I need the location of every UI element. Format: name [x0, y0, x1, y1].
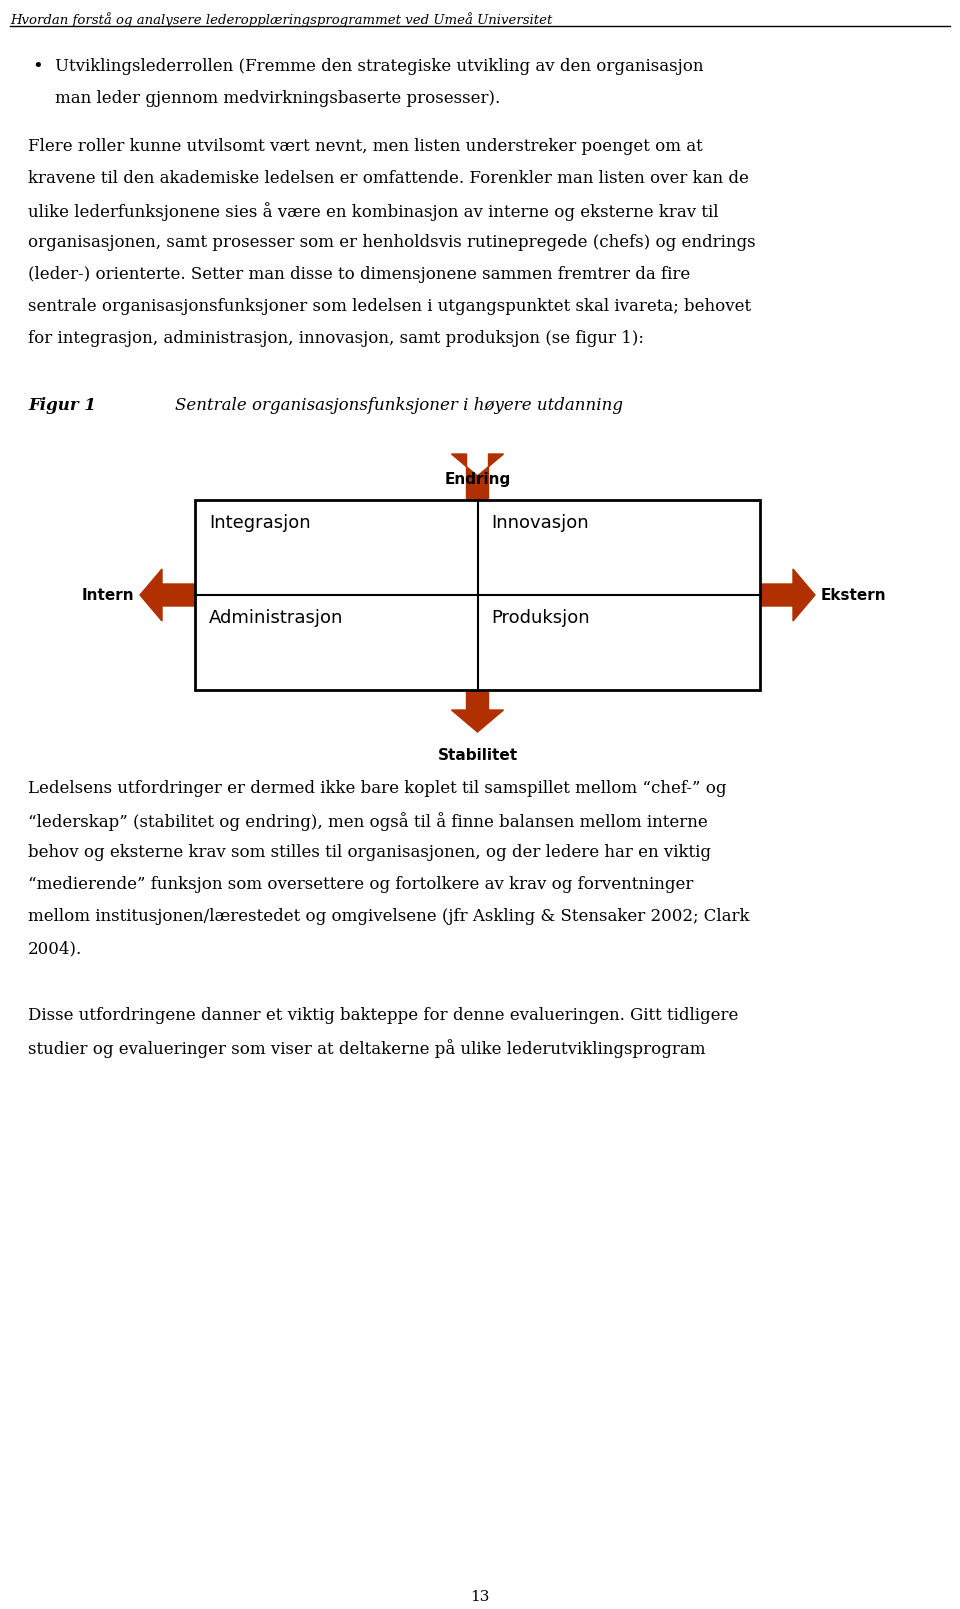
Text: Ledelsens utfordringer er dermed ikke bare koplet til samspillet mellom “chef-” : Ledelsens utfordringer er dermed ikke ba…	[28, 780, 727, 796]
Text: Flere roller kunne utvilsomt vært nevnt, men listen understreker poenget om at: Flere roller kunne utvilsomt vært nevnt,…	[28, 138, 703, 154]
Bar	[195, 500, 760, 690]
Text: kravene til den akademiske ledelsen er omfattende. Forenkler man listen over kan: kravene til den akademiske ledelsen er o…	[28, 171, 749, 187]
Text: Stabilitet: Stabilitet	[438, 748, 517, 763]
Text: Ekstern: Ekstern	[821, 587, 887, 602]
Text: 13: 13	[470, 1590, 490, 1604]
Text: “lederskap” (stabilitet og endring), men også til å finne balansen mellom intern: “lederskap” (stabilitet og endring), men…	[28, 813, 708, 830]
Polygon shape	[451, 690, 503, 732]
Polygon shape	[451, 454, 503, 500]
Text: (leder-) orienterte. Setter man disse to dimensjonene sammen fremtrer da fire: (leder-) orienterte. Setter man disse to…	[28, 265, 690, 283]
Text: behov og eksterne krav som stilles til organisasjonen, og der ledere har en vikt: behov og eksterne krav som stilles til o…	[28, 845, 711, 861]
Text: studier og evalueringer som viser at deltakerne på ulike lederutviklingsprogram: studier og evalueringer som viser at del…	[28, 1039, 706, 1057]
Text: “medierende” funksjon som oversettere og fortolkere av krav og forventninger: “medierende” funksjon som oversettere og…	[28, 875, 693, 893]
Text: Disse utfordringene danner et viktig bakteppe for denne evalueringen. Gitt tidli: Disse utfordringene danner et viktig bak…	[28, 1007, 738, 1023]
Text: man leder gjennom medvirkningsbaserte prosesser).: man leder gjennom medvirkningsbaserte pr…	[55, 90, 500, 108]
Text: Sentrale organisasjonsfunksjoner i høyere utdanning: Sentrale organisasjonsfunksjoner i høyer…	[175, 397, 623, 414]
Text: 2004).: 2004).	[28, 940, 83, 957]
Text: Utviklingslederrollen (Fremme den strategiske utvikling av den organisasjon: Utviklingslederrollen (Fremme den strate…	[55, 58, 704, 76]
Text: Hvordan forstå og analysere lederopplæringsprogrammet ved Umeå Universitet: Hvordan forstå og analysere lederopplæri…	[10, 11, 552, 27]
Text: Integrasjon: Integrasjon	[209, 513, 311, 533]
Text: Produksjon: Produksjon	[492, 608, 590, 628]
Text: •: •	[32, 58, 43, 76]
Text: Figur 1: Figur 1	[28, 397, 96, 414]
Text: Endring: Endring	[444, 471, 511, 488]
Text: for integrasjon, administrasjon, innovasjon, samt produksjon (se figur 1):: for integrasjon, administrasjon, innovas…	[28, 330, 644, 348]
Text: ulike lederfunksjonene sies å være en kombinasjon av interne og eksterne krav ti: ulike lederfunksjonene sies å være en ko…	[28, 203, 718, 220]
Text: sentrale organisasjonsfunksjoner som ledelsen i utgangspunktet skal ivareta; beh: sentrale organisasjonsfunksjoner som led…	[28, 298, 751, 315]
Text: organisasjonen, samt prosesser som er henholdsvis rutinepregede (chefs) og endri: organisasjonen, samt prosesser som er he…	[28, 233, 756, 251]
Text: Administrasjon: Administrasjon	[209, 608, 344, 628]
Text: mellom institusjonen/lærestedet og omgivelsene (jfr Askling & Stensaker 2002; Cl: mellom institusjonen/lærestedet og omgiv…	[28, 907, 750, 925]
Text: Innovasjon: Innovasjon	[492, 513, 589, 533]
Polygon shape	[760, 570, 815, 621]
Polygon shape	[140, 570, 195, 621]
Text: Intern: Intern	[82, 587, 134, 602]
